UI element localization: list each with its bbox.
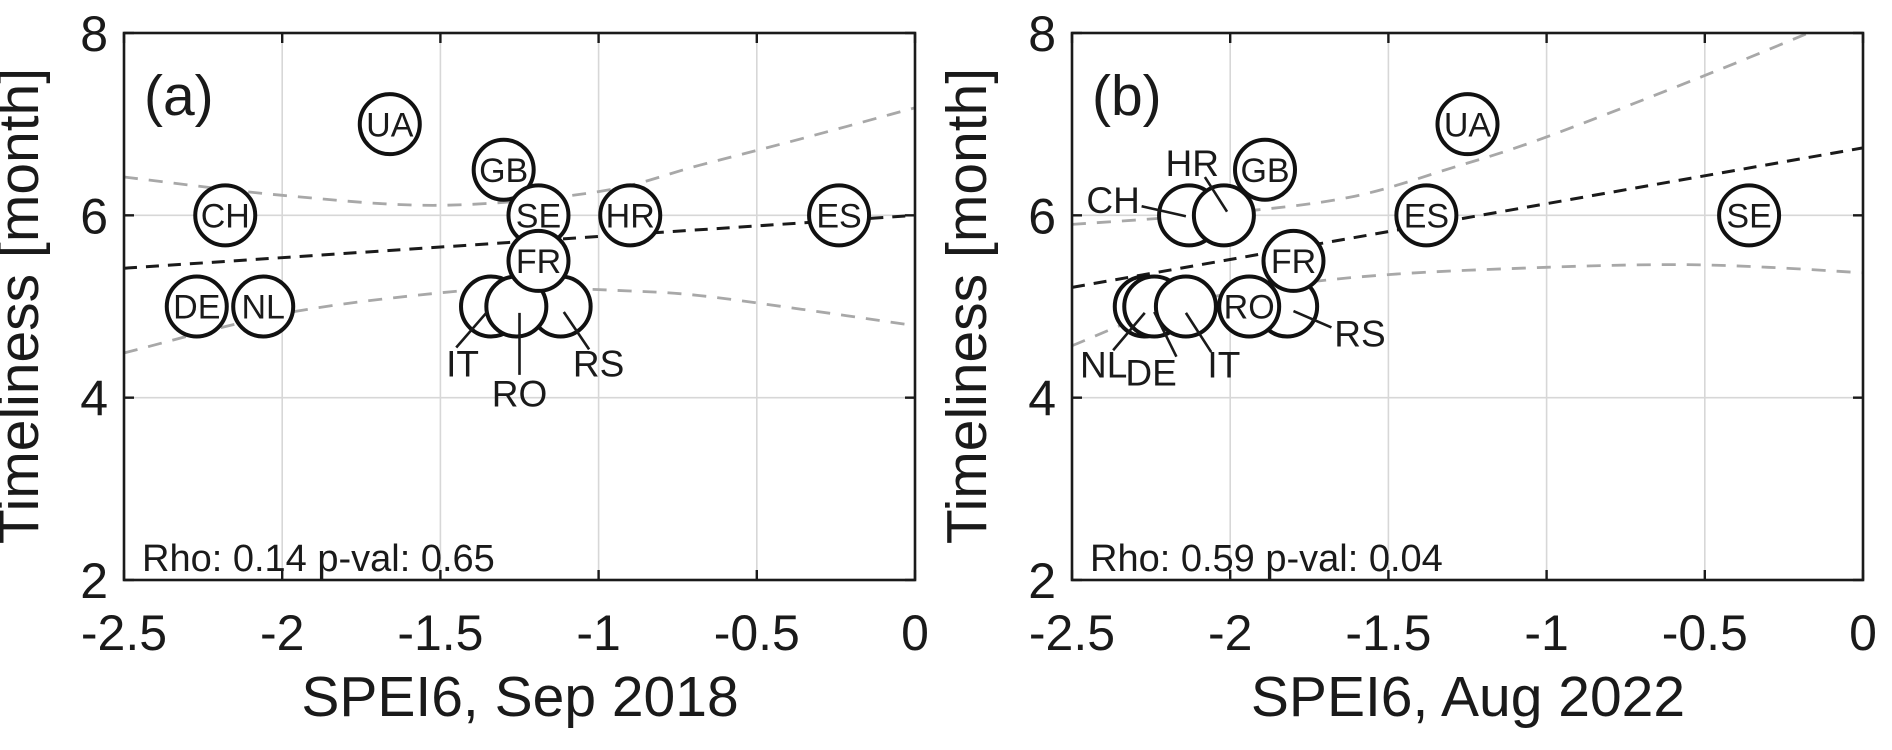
panel-letter-b: (b)	[1092, 64, 1162, 128]
confidence-band-upper	[124, 106, 915, 207]
data-point-ES	[1394, 183, 1459, 248]
data-point-UA	[1435, 92, 1500, 157]
point-label-UA: UA	[1444, 106, 1492, 144]
point-label-IT: IT	[1207, 344, 1240, 385]
point-label-GB: GB	[1240, 152, 1289, 190]
leader-line-RS	[1292, 309, 1332, 329]
point-label-ES: ES	[816, 198, 861, 236]
y-tick-label: 4	[1028, 371, 1056, 427]
data-point-DE	[164, 274, 229, 339]
data-point-ES	[807, 183, 872, 248]
y-tick-label: 6	[1028, 188, 1056, 244]
leader-line-NL	[1112, 312, 1146, 352]
point-label-RO: RO	[1224, 289, 1275, 327]
confidence-band-lower	[1072, 263, 1863, 348]
x-tick-label: -1.5	[1345, 605, 1431, 661]
x-tick-label: -1	[576, 605, 620, 661]
panel-letter-a: (a)	[144, 64, 214, 128]
point-label-UA: UA	[366, 106, 414, 144]
x-tick-label: -2	[1208, 605, 1252, 661]
point-label-IT: IT	[446, 343, 479, 384]
point-label-NL: NL	[1080, 344, 1127, 385]
data-point-IT	[1153, 274, 1218, 339]
point-label-ES: ES	[1404, 198, 1449, 236]
leader-line-HR	[1203, 176, 1229, 213]
data-point-FR	[1261, 228, 1326, 293]
y-tick-label: 8	[1028, 6, 1056, 62]
x-tick-label: -2	[260, 605, 304, 661]
point-label-FR: FR	[1271, 243, 1316, 281]
leader-line-CH	[1141, 204, 1187, 218]
data-point-UA	[357, 92, 422, 157]
data-point-GB	[1233, 137, 1298, 202]
x-tick-label: -0.5	[714, 605, 800, 661]
x-axis-label-b: SPEI6, Aug 2022	[1251, 665, 1685, 729]
point-label-DE: DE	[173, 289, 220, 327]
stats-annotation-a: Rho: 0.14 p-val: 0.65	[142, 538, 495, 580]
axes-box	[1070, 31, 1865, 582]
data-point-NL	[231, 274, 296, 339]
leader-line-IT	[455, 310, 489, 349]
leader-line-DE	[1153, 311, 1178, 358]
data-point-FR	[506, 228, 571, 293]
point-label-RO: RO	[492, 373, 548, 414]
point-label-HR: HR	[1166, 143, 1219, 184]
axes-box	[122, 31, 917, 582]
point-label-RS: RS	[573, 343, 624, 384]
x-tick-label: 0	[1849, 605, 1877, 661]
point-label-CH: CH	[1086, 180, 1139, 221]
point-label-DE: DE	[1125, 352, 1176, 393]
data-point-CH	[193, 183, 258, 248]
leader-line-IT	[1184, 312, 1213, 353]
y-tick-label: 6	[80, 188, 108, 244]
point-label-CH: CH	[201, 198, 250, 236]
x-tick-label: -1	[1524, 605, 1568, 661]
x-tick-label: -2.5	[81, 605, 167, 661]
point-label-GB: GB	[479, 152, 528, 190]
point-label-FR: FR	[516, 243, 561, 281]
data-point-HR	[598, 183, 663, 248]
stats-annotation-b: Rho: 0.59 p-val: 0.04	[1090, 538, 1443, 580]
point-label-HR: HR	[606, 198, 655, 236]
y-axis-label-b: Timeliness [month]	[935, 68, 999, 544]
data-point-HR	[1191, 183, 1256, 248]
leader-line-RS	[562, 311, 591, 351]
x-tick-label: -1.5	[397, 605, 483, 661]
data-point-RO	[1217, 274, 1282, 339]
y-axis-label-a: Timeliness [month]	[0, 68, 51, 544]
point-label-RS: RS	[1334, 313, 1385, 354]
point-label-SE: SE	[1726, 198, 1771, 236]
data-point-SE	[1717, 183, 1782, 248]
y-tick-label: 4	[80, 371, 108, 427]
regression-line	[1072, 146, 1863, 289]
point-label-NL: NL	[241, 289, 284, 327]
y-tick-label: 8	[80, 6, 108, 62]
x-axis-label-a: SPEI6, Sep 2018	[301, 665, 738, 729]
y-tick-label: 2	[1028, 553, 1056, 609]
x-tick-label: -0.5	[1662, 605, 1748, 661]
x-tick-label: 0	[901, 605, 929, 661]
data-point-GB	[471, 137, 536, 202]
x-tick-label: -2.5	[1029, 605, 1115, 661]
y-tick-label: 2	[80, 553, 108, 609]
